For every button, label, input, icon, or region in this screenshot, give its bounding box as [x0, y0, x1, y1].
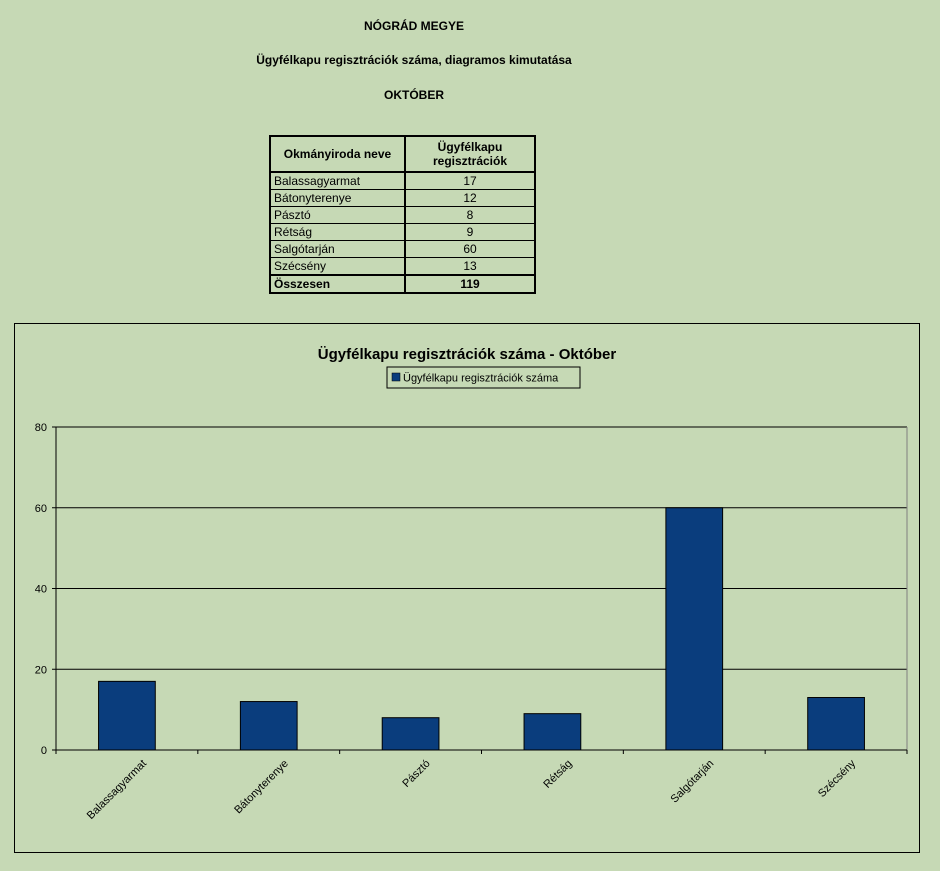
chart-legend: Ügyfélkapu regisztrációk száma [386, 366, 581, 389]
bar-chart: Ügyfélkapu regisztrációk száma - Október… [35, 346, 908, 822]
table-row: Balassagyarmat 17 [269, 171, 536, 190]
registration-count: 17 [404, 171, 536, 190]
column-header-office: Okmányiroda neve [269, 135, 406, 173]
office-name: Bátonyterenye [269, 189, 406, 207]
legend-frame [386, 366, 581, 389]
registrations-table: Okmányiroda neve Ügyfélkapu regisztráció… [269, 135, 536, 294]
bar [807, 697, 865, 751]
legend-label: Ügyfélkapu regisztrációk száma [403, 373, 559, 385]
y-tick-label: 0 [41, 745, 47, 757]
table-row: Bátonyterenye 12 [269, 189, 536, 207]
office-name: Pásztó [269, 206, 406, 224]
month-title: OKTÓBER [384, 88, 444, 102]
registration-count: 60 [404, 240, 536, 258]
registration-count: 8 [404, 206, 536, 224]
registration-count: 9 [404, 223, 536, 241]
bar [381, 717, 440, 751]
total-label: Összesen [269, 274, 406, 294]
y-tick-label: 20 [35, 664, 47, 676]
bar [523, 713, 582, 751]
bar [665, 507, 724, 751]
y-tick-label: 60 [35, 503, 47, 515]
x-tick-label: Balassagyarmat [85, 758, 149, 822]
x-tick-label: Pásztó [400, 758, 432, 790]
total-value: 119 [404, 274, 536, 294]
report-subtitle: Ügyfélkapu regisztrációk száma, diagramo… [256, 53, 572, 67]
table-row: Salgótarján 60 [269, 240, 536, 258]
office-name: Szécsény [269, 257, 406, 276]
x-tick-label: Salgótarján [669, 758, 717, 806]
county-title: NÓGRÁD MEGYE [363, 19, 464, 33]
office-name: Salgótarján [269, 240, 406, 258]
registration-count: 12 [404, 189, 536, 207]
table-row: Szécsény 13 [269, 257, 536, 276]
table-row: Pásztó 8 [269, 206, 536, 224]
table-total-row: Összesen 119 [269, 274, 536, 294]
bar [239, 701, 298, 751]
x-tick-label: Rétság [541, 758, 574, 791]
column-header-registrations: Ügyfélkapu regisztrációk [404, 135, 536, 173]
registration-count: 13 [404, 257, 536, 276]
chart-title: Ügyfélkapu regisztrációk száma - Október [318, 346, 617, 363]
bar [98, 680, 156, 751]
chart-area: Ügyfélkapu regisztrációk száma - Október… [14, 323, 920, 853]
table-header-row: Okmányiroda neve Ügyfélkapu regisztráció… [269, 135, 536, 173]
legend-swatch [391, 372, 401, 382]
office-name: Balassagyarmat [269, 171, 406, 190]
y-tick-label: 80 [35, 422, 47, 434]
office-name: Rétság [269, 223, 406, 241]
x-tick-label: Bátonyterenye [232, 758, 291, 817]
y-tick-label: 40 [35, 584, 47, 596]
table-row: Rétság 9 [269, 223, 536, 241]
x-tick-label: Szécsény [816, 757, 859, 800]
